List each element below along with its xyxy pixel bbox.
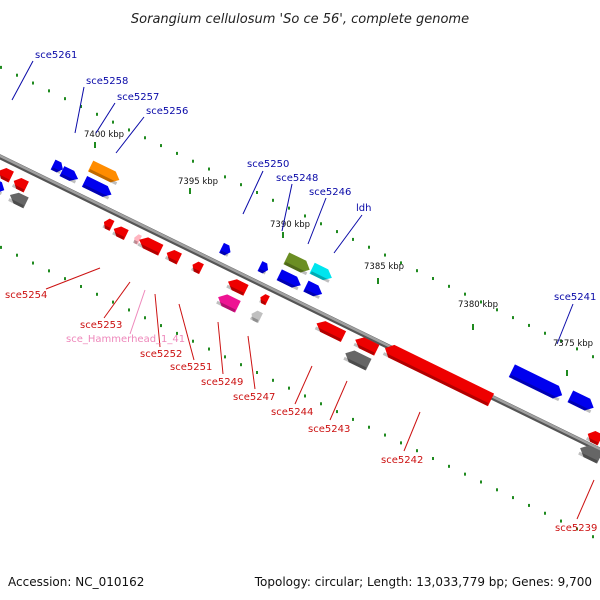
label-leader-line <box>333 214 363 254</box>
label-leader-line <box>576 479 595 520</box>
gene-label[interactable]: sce5244 <box>271 407 313 418</box>
label-leader-line <box>307 197 327 245</box>
gene-label[interactable]: sce5251 <box>170 362 212 373</box>
tick-label: 7375 kbp <box>553 339 593 349</box>
gene-feature-reverse[interactable] <box>215 291 241 313</box>
tick-label: 7380 kbp <box>458 300 498 310</box>
gene-feature-reverse[interactable] <box>342 347 372 371</box>
label-leader-line <box>294 365 313 405</box>
gene-label[interactable]: sce5246 <box>309 187 351 198</box>
gene-label[interactable]: sce5253 <box>80 320 122 331</box>
gene-feature-forward[interactable] <box>50 159 66 175</box>
label-leader-line <box>154 293 161 348</box>
gene-feature-forward[interactable] <box>257 261 271 275</box>
label-leader-line <box>129 289 146 335</box>
gene-feature-forward[interactable] <box>59 166 80 184</box>
map-title: Sorangium cellulosum 'So ce 56', complet… <box>131 12 469 27</box>
gene-label[interactable]: sce5254 <box>5 290 47 301</box>
genome-backbone <box>0 154 600 453</box>
gene-feature-forward[interactable] <box>81 176 114 200</box>
gene-feature-reverse[interactable] <box>0 166 14 183</box>
gene-feature-reverse[interactable] <box>111 224 129 241</box>
gene-label[interactable]: sce5256 <box>146 106 188 117</box>
gene-label[interactable]: sce5247 <box>233 392 275 403</box>
gene-label[interactable]: ldh <box>356 203 371 214</box>
gene-feature-reverse[interactable] <box>577 442 600 464</box>
accession-text: Accession: NC_010162 <box>8 575 144 589</box>
gene-feature-reverse[interactable] <box>258 293 270 306</box>
gene-labels: sce5261 sce5258 sce5257 sce5256 sce5250 sce52… <box>5 50 597 534</box>
gene-feature-forward[interactable] <box>303 280 324 300</box>
label-leader-line <box>556 303 574 345</box>
tick-marks: 7400 kbp 7395 kbp 7390 kbp 7385 kbp 7380 kbp… <box>84 130 593 376</box>
gene-feature-forward[interactable] <box>283 252 312 276</box>
gene-feature-reverse[interactable] <box>225 276 249 296</box>
gene-feature-reverse[interactable] <box>190 260 204 275</box>
gene-label[interactable]: sce5257 <box>117 92 159 103</box>
gene-feature-forward[interactable] <box>508 364 565 402</box>
tick-label: 7395 kbp <box>178 177 218 187</box>
label-leader-line <box>281 183 293 232</box>
gene-feature-forward[interactable] <box>219 242 233 257</box>
label-leaders <box>11 60 595 520</box>
gene-feature-forward[interactable] <box>87 160 122 186</box>
gene-label[interactable]: sce5258 <box>86 76 128 87</box>
gene-feature-forward[interactable] <box>276 269 304 291</box>
gene-label[interactable]: sce5252 <box>140 349 182 360</box>
gene-feature-reverse[interactable] <box>7 190 29 209</box>
gene-label[interactable]: sce5261 <box>35 50 77 61</box>
label-leader-line <box>11 60 34 101</box>
gene-feature-reverse[interactable] <box>585 429 600 446</box>
label-leader-line <box>217 321 224 375</box>
label-leader-line <box>95 102 116 134</box>
gene-feature-reverse[interactable] <box>382 342 495 407</box>
label-leader-line <box>178 303 195 361</box>
label-leader-line <box>103 281 131 319</box>
tick-label: 7385 kbp <box>364 262 404 272</box>
label-leader-line <box>247 335 256 390</box>
gene-label[interactable]: sce5241 <box>554 292 596 303</box>
tick-track <box>0 65 594 539</box>
gene-feature-reverse[interactable] <box>353 334 380 356</box>
gene-feature-forward[interactable] <box>309 262 334 283</box>
gene-feature-reverse[interactable] <box>11 176 29 193</box>
label-leader-line <box>45 267 101 290</box>
gene-feature-reverse[interactable] <box>102 217 115 231</box>
gene-feature-reverse[interactable] <box>314 318 347 342</box>
gene-features <box>0 159 600 464</box>
gene-label[interactable]: sce5248 <box>276 173 318 184</box>
gene-label[interactable]: sce5243 <box>308 424 350 435</box>
gene-label[interactable]: sce5242 <box>381 455 423 466</box>
gene-label[interactable]: sce5249 <box>201 377 243 388</box>
label-leader-line <box>329 380 348 421</box>
tick-label: 7400 kbp <box>84 130 124 140</box>
label-leader-line <box>403 411 421 452</box>
gene-feature-reverse[interactable] <box>137 234 164 256</box>
gene-label[interactable]: sce5239 <box>555 523 597 534</box>
gene-feature-reverse[interactable] <box>164 248 182 265</box>
label-leader-line <box>74 86 85 134</box>
genome-summary-text: Topology: circular; Length: 13,033,779 b… <box>254 575 592 589</box>
label-leader-line <box>242 170 264 215</box>
gene-feature-reverse[interactable] <box>249 309 263 324</box>
gene-feature-forward[interactable] <box>567 390 596 414</box>
tick-label: 7390 kbp <box>270 220 310 230</box>
gene-label[interactable]: sce_Hammerhead_1_41 <box>66 334 185 345</box>
gene-feature-forward[interactable] <box>0 178 7 196</box>
gene-label[interactable]: sce5250 <box>247 159 289 170</box>
label-leader-line <box>115 116 145 154</box>
gene-feature-reverse[interactable] <box>132 233 142 245</box>
